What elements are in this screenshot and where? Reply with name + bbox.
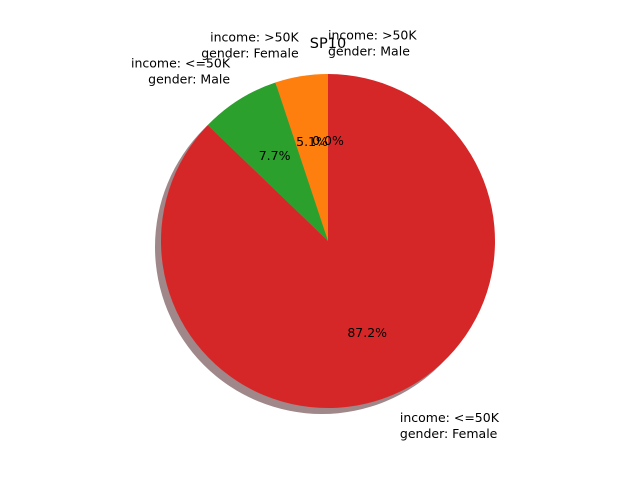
pie-percent-label-3: 87.2%: [347, 325, 387, 340]
pie-slice-label-2: income: <=50K gender: Male: [131, 56, 231, 87]
chart-title: SP10: [310, 36, 346, 52]
pie-percent-labels: 0.0%5.1% 7.7% 87.2%: [259, 133, 387, 340]
pie-slice-label-line: income: >50K: [328, 27, 417, 42]
pie-slice-label-line: income: <=50K: [131, 56, 231, 71]
pie-slice-1: [275, 74, 328, 241]
pie-slice-3: [160, 74, 495, 408]
pie-slice-label-line: gender: Female: [201, 46, 299, 61]
pie-slice-2: [207, 82, 328, 241]
pie-slice-label-line: gender: Male: [328, 43, 410, 58]
pie-slice-label-line: income: <=50K: [400, 410, 500, 425]
pie-slices: [160, 74, 495, 408]
pie-slice-label-0: income: >50K gender: Male: [328, 27, 417, 58]
pie-slice-label-line: gender: Male: [148, 72, 230, 87]
pie-percent-label-0: 0.0%: [312, 133, 344, 148]
pie-slice-label-line: income: >50K: [210, 30, 299, 45]
pie-slice-label-1: income: >50K gender: Female: [201, 30, 299, 61]
pie-slice-label-line: gender: Female: [400, 426, 498, 441]
pie-percent-label-2: 7.7%: [259, 148, 291, 163]
pie-percent-label-1: 5.1%: [296, 134, 328, 149]
pie-slice-label-3: income: <=50K gender: Female: [400, 410, 500, 441]
